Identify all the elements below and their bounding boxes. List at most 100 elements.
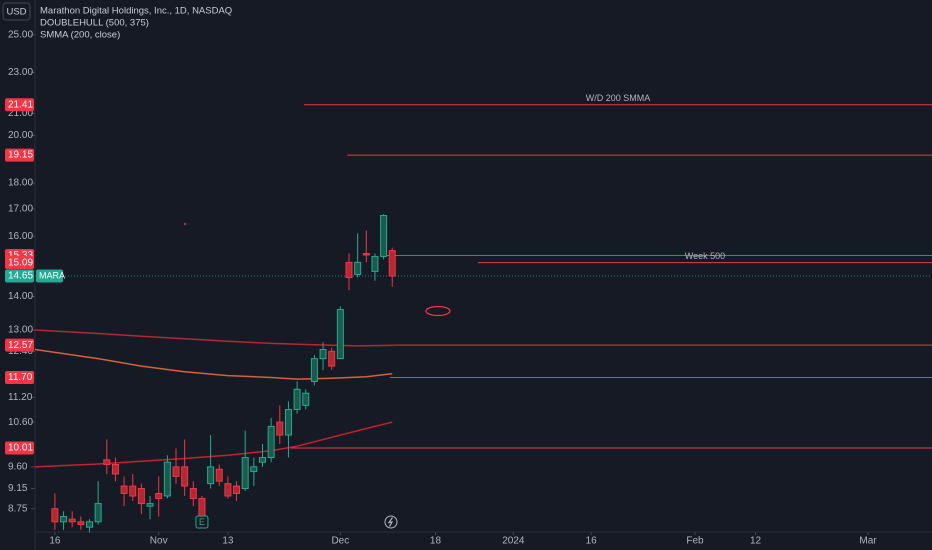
x-tick-label: Feb	[686, 536, 704, 547]
x-tick-label: Dec	[331, 536, 349, 547]
y-tick-label: 16.00	[8, 231, 33, 242]
candle-body	[224, 483, 232, 497]
level-label: 10.01	[8, 443, 33, 454]
candle	[129, 473, 137, 502]
level-label-box	[5, 338, 34, 352]
x-tick-label: 12	[750, 536, 762, 547]
candle	[233, 481, 241, 502]
candle	[293, 381, 301, 414]
level-label-box	[5, 256, 34, 270]
drawing-ellipse	[425, 305, 451, 317]
candle	[215, 464, 223, 487]
candle	[336, 306, 344, 360]
x-tick-label: Mar	[859, 536, 877, 547]
y-tick-label: 9.15	[8, 483, 28, 494]
candle	[94, 481, 102, 525]
candle-body	[60, 516, 68, 523]
y-tick-label: 10.60	[8, 417, 33, 428]
candle-body	[189, 488, 197, 500]
candle	[362, 230, 370, 263]
candle	[328, 347, 336, 370]
y-tick-label: 20.00	[8, 130, 33, 141]
x-tick-label: 16	[586, 536, 598, 547]
candle-body	[120, 485, 128, 494]
candle-body	[284, 409, 292, 436]
candle	[241, 430, 249, 491]
candle	[85, 519, 93, 533]
candle	[319, 342, 327, 370]
x-tick-label: 2024	[502, 536, 525, 547]
candle	[189, 481, 197, 507]
last-price-label: 14.65	[8, 271, 33, 282]
candle-body	[51, 508, 59, 523]
candle	[146, 495, 154, 520]
candle-body	[215, 468, 223, 482]
level-label: 19.15	[8, 150, 33, 161]
candle	[120, 476, 128, 507]
y-tick-label: 11.20	[8, 392, 33, 403]
candle-body	[380, 215, 388, 257]
candle-body	[362, 252, 370, 256]
y-tick-label: 13.00	[8, 325, 33, 336]
candle	[103, 439, 111, 474]
candle-body	[155, 492, 163, 500]
candle-body	[371, 255, 379, 272]
y-tick-label: 9.60	[8, 461, 28, 472]
candle-body	[146, 503, 154, 507]
symbol-title: Marathon Digital Holdings, Inc., 1D, NAS…	[40, 6, 232, 17]
candle	[250, 457, 258, 487]
plot	[34, 104, 932, 533]
candle-body	[328, 350, 336, 367]
level-label-box	[5, 441, 34, 455]
candle-body	[388, 250, 396, 277]
candle-body	[345, 261, 353, 279]
candle	[137, 483, 145, 514]
candle-body	[336, 309, 344, 360]
currency-box	[2, 2, 31, 21]
level-note: W/D 200 SMMA	[586, 93, 651, 103]
drawing-dot	[184, 223, 186, 225]
candle-body	[103, 459, 111, 466]
candle-body	[233, 485, 241, 494]
candle-body	[354, 261, 362, 275]
level-label: 15.33	[8, 250, 33, 261]
candle-body	[310, 358, 318, 382]
level-label-box	[5, 148, 34, 162]
candle-body	[137, 488, 145, 505]
candle-body	[163, 461, 171, 497]
event-label: E	[199, 517, 205, 527]
x-tick-label: Nov	[150, 536, 168, 547]
y-tick-label: 23.00	[8, 67, 33, 78]
candle-body	[302, 392, 310, 406]
event-marker	[195, 515, 209, 529]
y-tick-label: 25.00	[8, 29, 33, 40]
candle	[310, 354, 318, 386]
x-tick-label: 13	[222, 536, 234, 547]
symbol-label: MARA	[39, 270, 65, 280]
y-tick-label: 21.00	[8, 108, 33, 119]
level-label-box	[5, 98, 34, 112]
level-label: 12.57	[8, 340, 33, 351]
candle	[354, 233, 362, 278]
candle-body	[172, 466, 180, 477]
candle	[302, 389, 310, 410]
candle-body	[77, 521, 85, 525]
candle	[68, 511, 76, 528]
level-label-box	[5, 371, 34, 385]
candle	[388, 247, 396, 287]
candle	[258, 443, 266, 467]
candle-body	[111, 464, 119, 475]
candle	[276, 405, 284, 444]
candle-body	[94, 503, 102, 523]
candle	[380, 214, 388, 260]
currency: USD	[6, 7, 26, 18]
candle	[51, 493, 59, 530]
candle-body	[129, 485, 137, 497]
candle-body	[267, 425, 275, 459]
candle-body	[276, 421, 284, 436]
level-label: 21.41	[8, 99, 33, 110]
x-tick-label: 18	[430, 536, 442, 547]
candle-body	[250, 466, 258, 473]
